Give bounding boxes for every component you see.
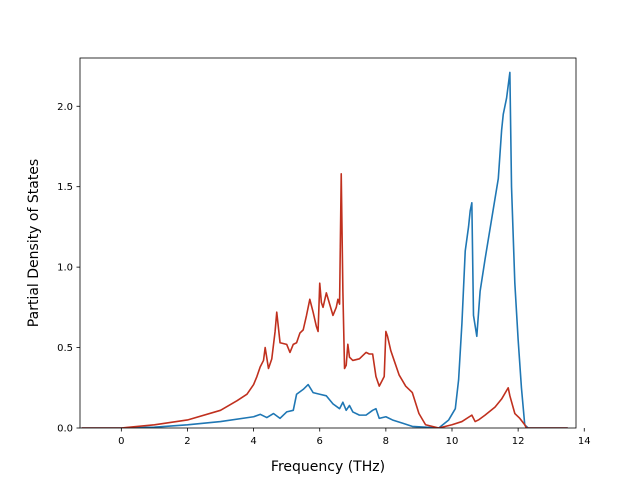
series-line-2: [81, 173, 568, 428]
x-tick-label: 0: [118, 436, 124, 447]
x-tick-label: 4: [250, 436, 256, 447]
series-line-1: [81, 71, 568, 428]
y-tick-label: 1.5: [57, 182, 73, 193]
x-tick-label: 8: [383, 436, 389, 447]
y-tick-label: 1.0: [57, 263, 73, 274]
plot-frame: [79, 57, 577, 429]
x-tick-label: 2: [184, 436, 190, 447]
y-tick-label: 0.0: [57, 424, 73, 435]
x-tick-label: 14: [578, 436, 591, 447]
x-tick-label: 6: [317, 436, 323, 447]
x-axis-label: Frequency (THz): [271, 459, 385, 475]
x-tick-label: 10: [446, 436, 459, 447]
axes: 0 2 4 6 8 10 12 14 0.0 0.5 1.0 1.5 2.0: [57, 57, 591, 447]
y-axis-label: Partial Density of States: [26, 159, 42, 327]
y-tick-label: 0.5: [57, 343, 73, 354]
x-tick-label: 12: [512, 436, 525, 447]
plot-area: [81, 71, 568, 428]
y-tick-label: 2.0: [57, 102, 73, 113]
